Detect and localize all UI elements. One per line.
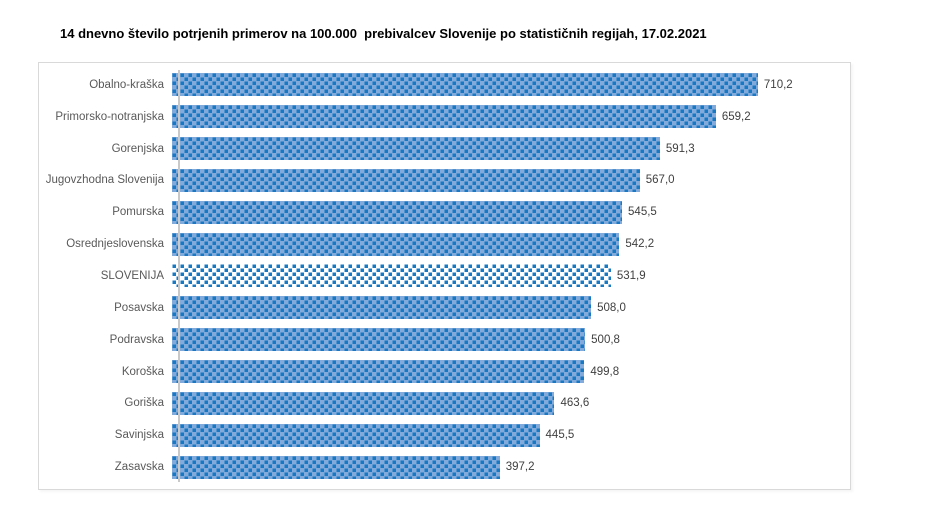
bar — [172, 73, 758, 97]
chart-row: Osrednjeslovenska 542,2 — [39, 228, 850, 260]
category-label: SLOVENIJA — [100, 269, 164, 282]
chart-title: 14 dnevno število potrjenih primerov na … — [60, 26, 707, 41]
bar — [172, 200, 623, 224]
chart-row: Podravska 500,8 — [39, 324, 850, 356]
chart-row: Savinjska 445,5 — [39, 419, 850, 451]
bar-track: 508,0 — [172, 296, 832, 320]
bar — [172, 391, 555, 415]
bar-track: 463,6 — [172, 391, 832, 415]
bar-track: 567,0 — [172, 168, 832, 192]
bar — [172, 105, 716, 129]
category-label: Zasavska — [114, 461, 164, 474]
chart-row: Pomurska 545,5 — [39, 196, 850, 228]
chart-row: Obalno-kraška 710,2 — [39, 69, 850, 101]
bar — [172, 360, 585, 384]
chart-row: SLOVENIJA 531,9 — [39, 260, 850, 292]
category-label: Pomurska — [112, 206, 164, 219]
chart-row: Posavska 508,0 — [39, 292, 850, 324]
bar-track: 710,2 — [172, 73, 832, 97]
category-label: Savinjska — [114, 429, 164, 442]
plot-area: Obalno-kraška 710,2 Primorsko-notranjska 65… — [39, 69, 850, 483]
chart-row: Goriška 463,6 — [39, 387, 850, 419]
bar-track: 531,9 — [172, 264, 832, 288]
bar — [172, 455, 500, 479]
bar — [172, 168, 640, 192]
chart-row: Jugovzhodna Slovenija 567,0 — [39, 165, 850, 197]
bar-track: 545,5 — [172, 200, 832, 224]
bar-track: 659,2 — [172, 105, 832, 129]
category-label: Koroška — [121, 365, 164, 378]
chart-row: Zasavska 397,2 — [39, 451, 850, 483]
value-label: 591,3 — [665, 142, 695, 155]
bar-track: 499,8 — [172, 360, 832, 384]
category-label: Osrednjeslovenska — [66, 238, 164, 251]
value-label: 500,8 — [591, 333, 620, 346]
value-label: 508,0 — [597, 301, 626, 314]
value-label: 710,2 — [763, 78, 793, 91]
value-label: 545,5 — [628, 206, 657, 219]
category-label: Primorsko-notranjska — [55, 110, 164, 123]
category-label: Jugovzhodna Slovenija — [45, 174, 164, 187]
value-label: 542,2 — [625, 238, 655, 251]
bar-track: 397,2 — [172, 455, 832, 479]
value-label: 397,2 — [505, 461, 535, 474]
chart-frame: Obalno-kraška 710,2 Primorsko-notranjska 65… — [38, 62, 851, 490]
chart-row: Koroška 499,8 — [39, 356, 850, 388]
bar — [172, 232, 620, 256]
chart-row: Gorenjska 591,3 — [39, 133, 850, 165]
value-label: 659,2 — [721, 110, 751, 123]
category-label: Podravska — [109, 333, 164, 346]
value-label: 499,8 — [590, 365, 620, 378]
y-axis-line — [178, 70, 180, 482]
bar — [172, 423, 540, 447]
bar-track: 500,8 — [172, 328, 832, 352]
bar-track: 542,2 — [172, 232, 832, 256]
chart-row: Primorsko-notranjska 659,2 — [39, 101, 850, 133]
value-label: 567,0 — [645, 174, 675, 187]
bar — [172, 137, 660, 161]
category-label: Goriška — [124, 397, 164, 410]
value-label: 531,9 — [616, 269, 646, 282]
bar-track: 445,5 — [172, 423, 832, 447]
bar — [172, 264, 611, 288]
category-label: Obalno-kraška — [89, 78, 164, 91]
bar — [172, 296, 592, 320]
category-label: Gorenjska — [111, 142, 164, 155]
value-label: 463,6 — [560, 397, 590, 410]
bar — [172, 328, 586, 352]
bar-track: 591,3 — [172, 137, 832, 161]
category-label: Posavska — [114, 301, 164, 314]
value-label: 445,5 — [545, 429, 575, 442]
